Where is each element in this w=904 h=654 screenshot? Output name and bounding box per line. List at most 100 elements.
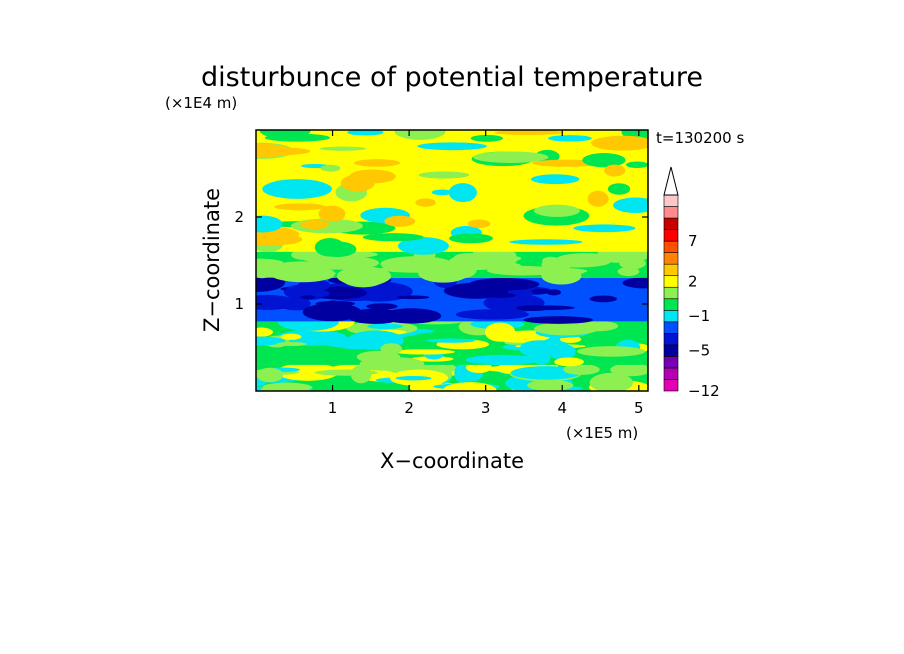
- x-unit-label: (×1E5 m): [566, 424, 638, 442]
- colorbar-segment: [663, 206, 679, 219]
- contour-patch: [332, 336, 381, 350]
- contour-patch: [577, 346, 646, 357]
- colorbar: −12−5−127: [663, 166, 720, 400]
- colorbar-segment: [663, 321, 679, 334]
- contour-patch: [310, 256, 380, 270]
- contour-patch: [395, 375, 432, 381]
- colorbar-segment: [663, 286, 679, 300]
- time-label: t=130200 s: [656, 129, 744, 147]
- contour-patch: [490, 251, 508, 260]
- contour-patch: [531, 174, 580, 185]
- x-tick-label: 4: [557, 399, 567, 417]
- chart-title: disturbunce of potential temperature: [201, 62, 703, 93]
- contour-patch: [546, 289, 561, 296]
- contour-patch: [587, 190, 609, 207]
- contour-patch: [256, 327, 273, 337]
- colorbar-segment: [663, 194, 679, 207]
- colorbar-tick-label: −12: [688, 382, 720, 400]
- contour-patch: [622, 277, 648, 289]
- x-axis: 1 2 3 4 5: [328, 130, 644, 417]
- contour-patch: [381, 308, 442, 324]
- colorbar-segment: [663, 217, 679, 230]
- colorbar-tick-label: −5: [688, 342, 710, 360]
- contour-patch: [417, 142, 488, 151]
- contour-patch: [607, 183, 631, 195]
- contour-patch: [256, 367, 284, 383]
- contour-patch: [613, 197, 648, 213]
- contour-patch: [276, 363, 339, 381]
- contour-patch: [486, 265, 558, 276]
- colorbar-segment: [663, 275, 679, 288]
- contour-patch: [610, 363, 648, 377]
- contour-patch: [340, 267, 386, 288]
- colorbar-segment: [663, 356, 679, 369]
- contour-patch: [384, 215, 416, 227]
- contour-patch: [325, 300, 340, 306]
- contour-patch: [350, 365, 372, 384]
- contour-patch: [523, 316, 594, 324]
- contour-patch: [527, 379, 574, 391]
- colorbar-tick-label: 2: [688, 272, 698, 290]
- contour-patch: [347, 130, 384, 136]
- contour-patch: [591, 135, 648, 151]
- contour-patch: [468, 278, 540, 291]
- colorbar-segment: [663, 333, 679, 346]
- x-tick-label: 2: [404, 399, 414, 417]
- contour-patch: [415, 198, 436, 207]
- contour-patch: [274, 203, 326, 211]
- contour-patch: [380, 343, 403, 355]
- contour-patch: [366, 303, 398, 310]
- y-unit-label: (×1E4 m): [165, 94, 237, 112]
- contour-patch: [318, 205, 346, 223]
- contour-patch: [449, 233, 493, 244]
- contour-patch: [494, 130, 564, 135]
- contour-patch: [302, 303, 362, 322]
- contour-patch: [426, 338, 476, 343]
- contour-patch: [397, 237, 449, 255]
- colorbar-segment: [663, 229, 679, 242]
- contour-patch: [442, 382, 497, 391]
- contour-patch: [256, 215, 283, 233]
- colorbar-extend-arrow: [663, 166, 679, 196]
- y-axis-label: Z−coordinate: [200, 188, 224, 332]
- contour-patch: [367, 323, 403, 330]
- contour-patch: [362, 233, 424, 242]
- contour-patch: [516, 305, 551, 312]
- contour-patch: [262, 179, 332, 199]
- contour-patch: [256, 263, 280, 272]
- plot-area: [255, 129, 649, 392]
- contour-patch: [554, 357, 584, 367]
- contour-patch: [547, 256, 611, 268]
- contour-patch: [353, 159, 401, 167]
- x-axis-label: X−coordinate: [380, 449, 524, 473]
- y-tick-label: 1: [234, 295, 244, 313]
- contour-patch: [256, 233, 303, 246]
- contour-patch: [396, 295, 430, 300]
- contour-patch: [260, 383, 311, 391]
- contour-patch: [300, 219, 329, 230]
- contour-patch: [278, 261, 325, 281]
- contour-patch: [275, 297, 311, 310]
- contour-patch: [256, 147, 311, 156]
- colorbar-segment: [663, 309, 679, 323]
- colorbar-segment: [663, 298, 679, 311]
- contour-patch: [589, 372, 634, 391]
- contour-patch: [470, 134, 504, 142]
- plot-frame: [255, 129, 649, 392]
- contour-patch: [465, 354, 539, 366]
- colorbar-segment: [663, 379, 679, 392]
- contour-patch: [625, 161, 648, 169]
- contour-patch: [276, 341, 307, 347]
- x-tick-label: 1: [328, 399, 338, 417]
- contour-field: [256, 130, 648, 391]
- contour-patch: [448, 183, 477, 203]
- contour-patch: [280, 333, 302, 340]
- x-tick-label: 3: [481, 399, 491, 417]
- x-tick-label: 5: [634, 399, 644, 417]
- colorbar-tick-label: −1: [688, 307, 710, 325]
- contour-patch: [542, 256, 560, 265]
- contour-patch: [563, 364, 600, 375]
- contour-patch: [349, 169, 396, 184]
- contour-patch: [531, 288, 550, 295]
